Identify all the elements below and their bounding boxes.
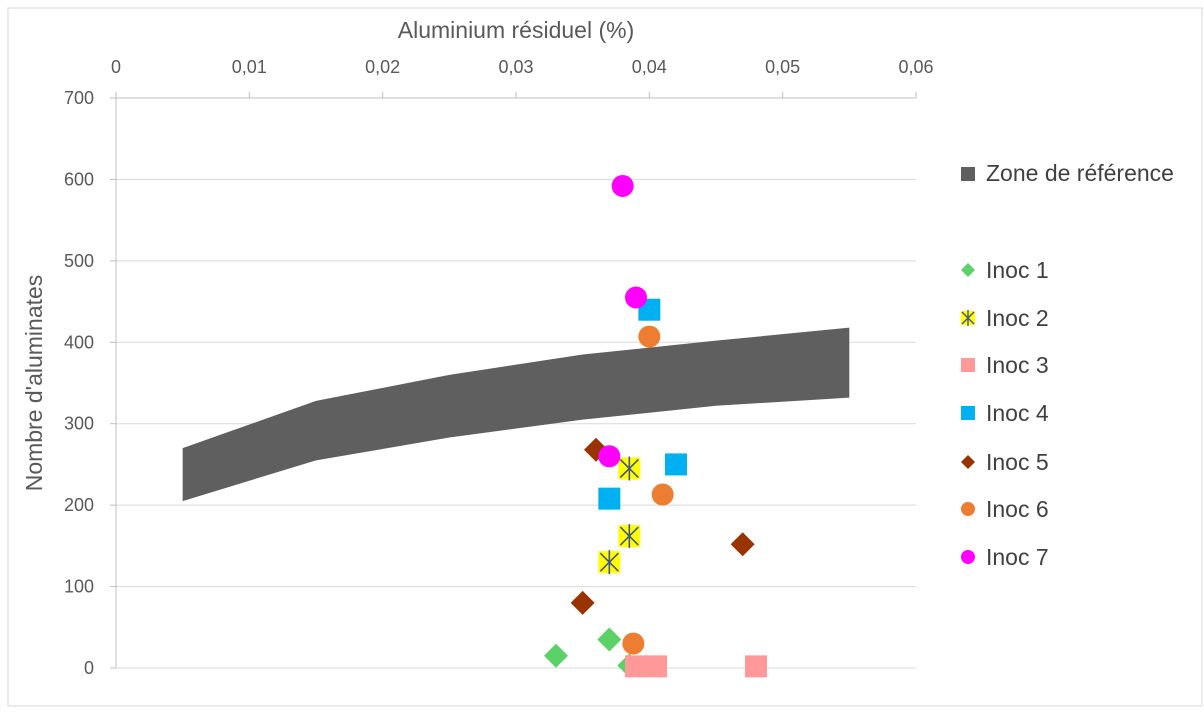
reference-zone-area [182, 327, 850, 502]
x-tick-label: 0,05 [765, 57, 800, 77]
x-axis-title: Aluminium résiduel (%) [398, 17, 634, 43]
point-inoc-4 [598, 487, 621, 510]
point-inoc-2 [618, 456, 641, 481]
legend-label: Inoc 4 [986, 400, 1049, 426]
x-tick-label: 0,01 [232, 57, 267, 77]
legend-item: Inoc 6 [961, 496, 1049, 522]
y-tick-label: 400 [64, 332, 94, 352]
y-tick-label: 700 [64, 88, 94, 108]
y-tick-label: 0 [84, 658, 94, 678]
point-inoc-7-shape [598, 445, 621, 468]
point-inoc-6-shape [651, 483, 674, 506]
reference-zone-layer [182, 327, 850, 502]
point-inoc-3-shape [745, 655, 767, 678]
legend-swatch [961, 358, 975, 372]
point-inoc-2 [618, 524, 641, 549]
legend-item: Inoc 5 [961, 449, 1049, 475]
point-inoc-2 [598, 550, 621, 575]
point-inoc-5-shape [730, 532, 755, 557]
point-inoc-3-shape [625, 655, 647, 678]
legend-label: Inoc 6 [986, 496, 1049, 522]
legend-label: Inoc 7 [986, 544, 1049, 570]
point-inoc-5-shape [570, 590, 595, 615]
point-inoc-6-shape [622, 632, 645, 655]
point-inoc-1 [544, 643, 568, 668]
legend-label: Inoc 1 [986, 257, 1049, 283]
x-tick-label: 0,02 [365, 57, 400, 77]
point-inoc-7-shape [625, 286, 647, 309]
gridlines [116, 97, 916, 669]
legend-swatch [961, 550, 975, 564]
point-inoc-6 [638, 325, 661, 348]
point-inoc-1-shape [597, 627, 622, 652]
y-tick-label: 100 [64, 577, 94, 597]
legend-item: Inoc 2 [961, 305, 1049, 331]
point-inoc-5 [730, 532, 755, 557]
data-markers [544, 174, 767, 678]
point-inoc-6 [651, 483, 674, 506]
legend-swatch [961, 406, 975, 420]
point-inoc-3-shape [645, 655, 667, 678]
legend: Zone de référence Inoc 1 Inoc 2 Inoc 3 Inoc … [961, 160, 1174, 570]
point-inoc-7 [625, 286, 647, 309]
legend-label: Inoc 3 [986, 352, 1049, 378]
y-axis-title: Nombre d'aluminates [21, 275, 47, 492]
y-tick-label: 200 [64, 495, 94, 515]
point-inoc-7 [611, 174, 634, 197]
point-inoc-3 [745, 655, 767, 678]
point-inoc-7-shape [611, 174, 634, 197]
point-inoc-5 [570, 590, 595, 615]
x-tick-label: 0,04 [632, 57, 667, 77]
point-inoc-4-shape [665, 453, 687, 476]
y-tick-label: 500 [64, 251, 94, 271]
point-inoc-7 [598, 445, 621, 468]
x-tick-label: 0,03 [498, 57, 533, 77]
point-inoc-6 [622, 632, 645, 655]
legend-swatch [961, 263, 975, 277]
legend-swatch [961, 502, 975, 516]
point-inoc-1-shape [544, 643, 568, 668]
legend-item: Inoc 3 [961, 352, 1049, 378]
x-tick-label: 0,06 [898, 57, 933, 77]
y-tick-label: 600 [64, 169, 94, 189]
legend-swatch [961, 455, 975, 469]
legend-label-reference-zone: Zone de référence [986, 160, 1174, 186]
legend-label: Inoc 5 [986, 449, 1049, 475]
point-inoc-1 [597, 627, 622, 652]
y-tick-label: 300 [64, 414, 94, 434]
point-inoc-3 [625, 655, 647, 678]
point-inoc-4-shape [598, 487, 621, 510]
point-inoc-4 [665, 453, 687, 476]
legend-item: Inoc 4 [961, 400, 1049, 426]
axes: 0 100 200 300 400 500 600 700 0 0,01 0,02 0,03 0,04 0… [64, 57, 934, 678]
x-tick-label: 0 [111, 57, 121, 77]
point-inoc-6-shape [638, 325, 661, 348]
legend-item: Inoc 1 [961, 257, 1049, 283]
legend-swatch-reference-zone [961, 167, 975, 181]
legend-label: Inoc 2 [986, 305, 1049, 331]
point-inoc-3 [645, 655, 667, 678]
legend-item: Inoc 7 [961, 544, 1049, 570]
